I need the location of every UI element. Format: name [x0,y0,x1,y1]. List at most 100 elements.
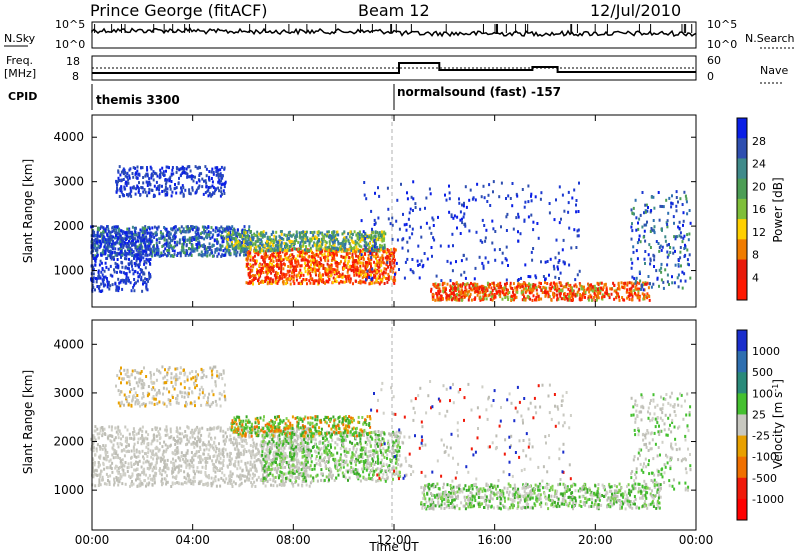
data-cell [312,268,314,271]
data-cell [373,235,375,238]
data-cell [337,248,339,251]
data-cell [285,257,287,260]
data-cell [160,175,162,178]
data-cell [476,290,478,293]
data-cell [337,268,339,271]
data-cell [664,235,666,238]
data-cell [258,278,260,281]
data-cell [376,270,378,273]
data-cell [618,282,620,285]
data-cell [139,250,141,253]
data-cell [212,255,214,258]
data-cell [609,296,611,299]
data-cell [488,194,490,197]
data-cell [556,285,558,288]
data-cell [664,268,666,271]
data-cell [374,219,376,222]
data-cell [200,172,202,175]
data-cell [481,195,483,198]
data-cell [661,263,663,266]
data-cell [653,219,655,222]
data-cell [100,254,102,257]
data-cell [146,287,148,290]
data-cell [502,252,504,255]
data-cell [141,430,143,433]
data-cell [232,231,234,234]
data-cell [356,246,358,249]
data-cell [653,265,655,268]
data-cell [147,280,149,283]
data-cell [353,241,355,244]
data-cell [533,294,535,297]
data-cell [184,236,186,239]
data-cell [359,257,361,260]
data-cell [272,244,274,247]
data-cell [124,171,126,174]
data-cell [291,253,293,256]
data-cell [277,246,279,249]
data-cell [370,278,372,281]
data-cell [532,247,534,250]
data-cell [144,277,146,280]
data-cell [251,279,253,282]
data-cell [475,287,477,290]
data-cell [518,216,520,219]
data-cell [370,210,372,213]
data-cell [237,244,239,247]
data-cell [166,249,168,252]
data-cell [456,281,458,284]
data-cell [433,224,435,227]
data-cell [440,245,442,248]
data-cell [523,288,525,291]
data-cell [631,212,633,215]
data-cell [686,249,688,252]
data-cell [448,211,450,214]
data-cell [668,243,670,246]
data-cell [312,234,314,237]
data-cell [348,266,350,269]
data-cell [440,298,442,301]
y-tick-label: 4000 [53,130,84,144]
data-cell [658,191,660,194]
data-cell [588,291,590,294]
data-cell [151,167,153,170]
data-cell [109,254,111,257]
data-cell [374,192,376,195]
data-cell [481,262,483,265]
data-cell [126,181,128,184]
data-cell [152,251,154,254]
data-cell [485,236,487,239]
data-cell [93,280,95,283]
data-cell [490,298,492,301]
data-cell [99,240,101,243]
data-cell [164,174,166,177]
data-cell [304,234,306,237]
data-cell [392,238,394,241]
data-cell [259,250,261,253]
data-cell [404,223,406,226]
data-cell [206,251,208,254]
data-cell [643,288,645,291]
data-cell [421,259,423,262]
data-cell [157,252,159,255]
data-cell [266,273,268,276]
data-cell [148,177,150,180]
data-cell [143,227,145,230]
data-cell [267,282,269,285]
data-cell [104,252,106,255]
data-cell [161,185,163,188]
data-cell [361,280,363,283]
data-cell [302,244,304,247]
data-cell [328,278,330,281]
data-cell [653,229,655,232]
data-cell [186,176,188,179]
data-cell [448,294,450,297]
data-cell [365,197,367,200]
data-cell [186,243,188,246]
colorbar-swatch [737,280,747,301]
data-cell [257,253,259,256]
data-cell [265,232,267,235]
data-cell [679,234,681,237]
data-cell [183,227,185,230]
data-cell [516,195,518,198]
